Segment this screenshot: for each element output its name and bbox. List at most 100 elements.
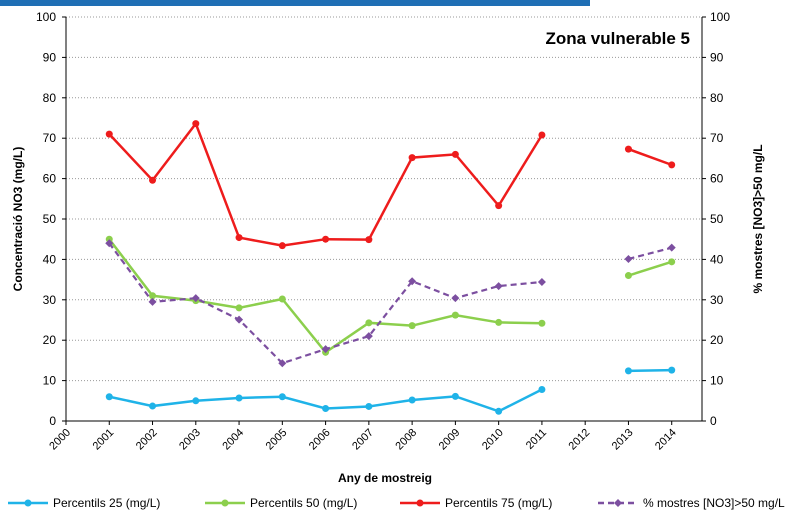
y2-tick-label: 40 [710,252,724,266]
y-tick-label: 30 [43,293,57,307]
point [538,131,546,139]
point [105,393,113,401]
point [105,239,114,248]
point [365,236,373,244]
point [408,396,416,404]
y-tick-label: 70 [43,131,57,145]
legend-label: Percentils 50 (mg/L) [250,496,357,510]
point [235,304,243,312]
point [278,393,286,401]
point [538,319,546,327]
x-tick-label: 2001 [91,427,117,453]
point [495,407,503,415]
x-tick-label: 2012 [567,427,593,453]
point [365,319,373,327]
y-tick-label: 50 [43,212,57,226]
y-tick-label: 80 [43,91,57,105]
x-tick-label: 2010 [480,427,506,453]
point [451,311,459,319]
legend-marker [416,499,424,507]
point [451,150,459,158]
y-tick-label: 100 [36,10,56,24]
point [537,278,546,287]
point [192,397,200,405]
legend-label: Percentils 75 (mg/L) [445,496,552,510]
point [235,394,243,402]
point [668,161,676,169]
series-line [108,121,673,247]
point [235,315,244,324]
x-tick-label: 2008 [393,427,419,453]
point [149,176,157,184]
x-tick-label: 2004 [220,427,246,453]
point [364,332,373,341]
y2-axis-label: % mostres [NO3]>50 mg/L [751,144,765,293]
legend-label: Percentils 25 (mg/L) [53,496,160,510]
y2-tick-label: 60 [710,172,724,186]
x-tick-label: 2009 [437,427,463,453]
point [192,120,200,128]
point [278,242,286,250]
x-tick-label: 2006 [307,427,333,453]
point [667,243,676,252]
point [624,254,633,263]
point [365,402,373,410]
x-tick-label: 2011 [524,427,549,452]
point [149,402,157,410]
y-tick-label: 40 [43,252,57,266]
point [408,154,416,162]
point [408,277,417,286]
y-tick-label: 10 [43,374,57,388]
y-tick-label: 60 [43,172,57,186]
point [191,294,200,303]
x-tick-label: 2005 [264,427,290,453]
legend-marker [221,499,229,507]
point [408,322,416,330]
legend-marker [24,499,32,507]
point [451,392,459,400]
y2-tick-label: 20 [710,333,724,347]
point [494,282,503,291]
y2-tick-label: 10 [710,374,724,388]
y2-tick-label: 30 [710,293,724,307]
point [668,258,676,266]
x-tick-label: 2014 [653,427,679,453]
point [322,404,330,412]
point [278,295,286,303]
point [668,366,676,374]
x-tick-label: 2003 [177,427,203,453]
y2-tick-label: 70 [710,131,724,145]
x-tick-label: 2002 [134,427,160,453]
point [538,385,546,393]
point [148,297,157,306]
point [624,367,632,375]
legend-marker [614,499,622,507]
y-tick-label: 20 [43,333,57,347]
point [149,292,157,300]
series-line [108,238,673,355]
point [321,345,330,354]
point [278,359,287,368]
y2-tick-label: 50 [710,212,724,226]
header-bar [0,0,590,6]
y-tick-label: 90 [43,50,57,64]
x-tick-label: 2000 [47,427,73,453]
y-axis-label: Concentració NO3 (mg/L) [11,147,25,292]
x-tick-label: 2013 [610,427,636,453]
point [495,318,503,326]
point [495,202,503,210]
point [105,235,113,243]
chart-title: Zona vulnerable 5 [545,29,690,48]
point [451,294,460,303]
y2-tick-label: 90 [710,50,724,64]
series-line [109,368,672,413]
y2-tick-label: 100 [710,10,730,24]
y2-tick-label: 80 [710,91,724,105]
point [624,145,632,153]
y2-tick-label: 0 [710,414,717,428]
x-tick-label: 2007 [350,427,376,453]
point [105,130,113,138]
x-axis-label: Any de mostreig [338,471,432,485]
point [624,272,632,280]
